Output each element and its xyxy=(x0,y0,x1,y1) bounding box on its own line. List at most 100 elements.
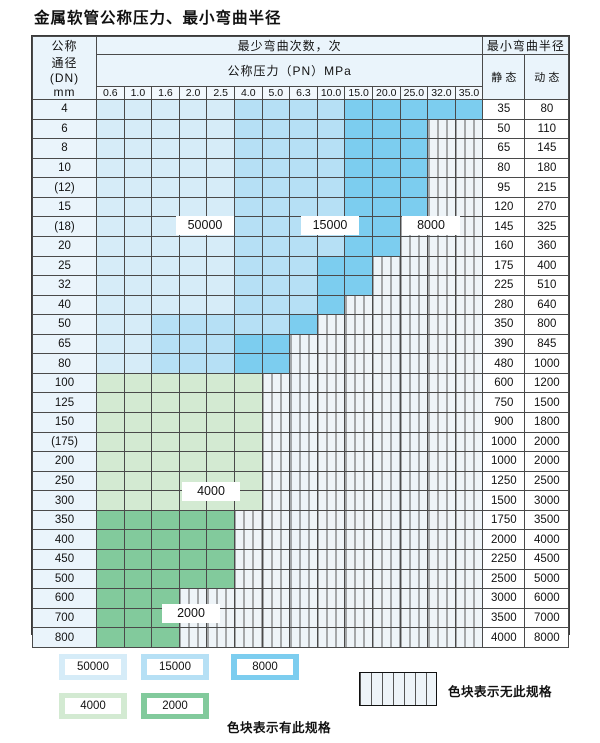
spec-cell xyxy=(399,138,429,159)
spec-cell xyxy=(454,431,484,453)
spec-cell xyxy=(371,470,401,492)
table-row: 8 65 145 xyxy=(32,138,570,159)
radius-dynamic-value: 8000 xyxy=(524,627,570,648)
spec-cell xyxy=(261,157,291,179)
spec-cell xyxy=(344,607,373,629)
spec-cell xyxy=(96,372,125,394)
legend-color-swatch: 8000 xyxy=(231,654,299,680)
legend-no-spec-text: 色块表示无此规格 xyxy=(448,684,553,699)
spec-cell xyxy=(454,588,484,609)
table-row: 400 2000 4000 xyxy=(32,529,570,550)
spec-cell xyxy=(206,529,235,550)
legend-color-swatch: 15000 xyxy=(141,654,209,680)
spec-cell xyxy=(96,196,125,218)
spec-cell xyxy=(206,392,235,413)
spec-cell xyxy=(316,255,346,277)
spec-cell xyxy=(427,275,456,296)
spec-cell xyxy=(178,333,208,355)
spec-cell xyxy=(233,509,263,531)
spec-cell xyxy=(261,177,291,198)
spec-cell xyxy=(96,548,125,570)
spec-cell xyxy=(371,235,401,257)
spec-cell xyxy=(289,99,318,120)
spec-cell xyxy=(123,412,153,433)
spec-cell xyxy=(233,451,263,472)
page-title: 金属软管公称压力、最小弯曲半径 xyxy=(34,8,282,27)
spec-cell xyxy=(96,138,125,159)
spec-cell xyxy=(344,568,373,590)
spec-cell xyxy=(289,509,318,531)
spec-cell xyxy=(454,451,484,472)
spec-cell xyxy=(371,353,401,374)
spec-cell xyxy=(96,255,125,277)
spec-cell xyxy=(123,99,153,120)
table-row: 500 2500 5000 xyxy=(32,568,570,590)
legend-item: 15000 xyxy=(141,654,209,680)
radius-dynamic-value: 4500 xyxy=(524,548,570,570)
table-row: 200 1000 2000 xyxy=(32,451,570,472)
spec-cell xyxy=(289,548,318,570)
spec-cell xyxy=(233,294,263,316)
radius-static-value: 1000 xyxy=(482,451,526,472)
spec-cell xyxy=(178,255,208,277)
pressure-col-header-12: 32.0 xyxy=(427,86,456,100)
spec-cell xyxy=(289,294,318,316)
spec-cell xyxy=(233,627,263,648)
legend-has-spec-text: 色块表示有此规格 xyxy=(227,720,332,735)
spec-cell xyxy=(206,294,235,316)
grid-callout-label: 15000 xyxy=(301,216,359,235)
spec-cell xyxy=(178,509,208,531)
spec-cell xyxy=(344,118,373,140)
table-row: (12) 95 215 xyxy=(32,177,570,198)
spec-cell xyxy=(344,451,373,472)
spec-cell xyxy=(151,412,180,433)
dn-value: 450 xyxy=(32,548,97,570)
radius-static-value: 3500 xyxy=(482,607,526,629)
spec-cell xyxy=(233,372,263,394)
spec-cell xyxy=(399,235,429,257)
spec-cell xyxy=(399,294,429,316)
radius-static-value: 280 xyxy=(482,294,526,316)
spec-cell xyxy=(289,372,318,394)
spec-cell xyxy=(454,196,484,218)
dn-value: 350 xyxy=(32,509,97,531)
spec-cell xyxy=(151,99,180,120)
spec-cell xyxy=(178,627,208,648)
spec-cell xyxy=(371,99,401,120)
spec-cell xyxy=(206,451,235,472)
spec-cell xyxy=(316,568,346,590)
radius-dynamic-value: 110 xyxy=(524,118,570,140)
spec-cell xyxy=(289,412,318,433)
table-row: 6 50 110 xyxy=(32,118,570,140)
radius-dynamic-value: 4000 xyxy=(524,529,570,550)
spec-cell xyxy=(123,627,153,648)
spec-cell xyxy=(178,451,208,472)
spec-cell xyxy=(316,490,346,511)
spec-cell xyxy=(371,490,401,511)
spec-cell xyxy=(206,333,235,355)
radius-dynamic-value: 1000 xyxy=(524,353,570,374)
table-row: 700 3500 7000 xyxy=(32,607,570,629)
spec-cell xyxy=(399,372,429,394)
legend: 50000 15000 8000 4000 2000 色块表示有此规格 色块表示无此规格 xyxy=(31,640,571,735)
legend-no-spec-swatch xyxy=(359,672,437,706)
spec-cell xyxy=(178,529,208,550)
spec-cell xyxy=(344,138,373,159)
spec-cell xyxy=(454,529,484,550)
dn-value: 65 xyxy=(32,333,97,355)
radius-dynamic-value: 180 xyxy=(524,157,570,179)
dn-value: (18) xyxy=(32,216,97,237)
spec-cell xyxy=(289,451,318,472)
radius-dynamic-value: 845 xyxy=(524,333,570,355)
spec-cell xyxy=(178,568,208,590)
spec-cell xyxy=(454,275,484,296)
radius-static-value: 95 xyxy=(482,177,526,198)
grid-callout-label: 50000 xyxy=(176,216,234,235)
spec-cell xyxy=(206,412,235,433)
spec-cell xyxy=(316,235,346,257)
spec-cell xyxy=(206,314,235,335)
spec-cell xyxy=(454,157,484,179)
spec-cell xyxy=(316,138,346,159)
spec-cell xyxy=(399,333,429,355)
spec-cell xyxy=(206,627,235,648)
